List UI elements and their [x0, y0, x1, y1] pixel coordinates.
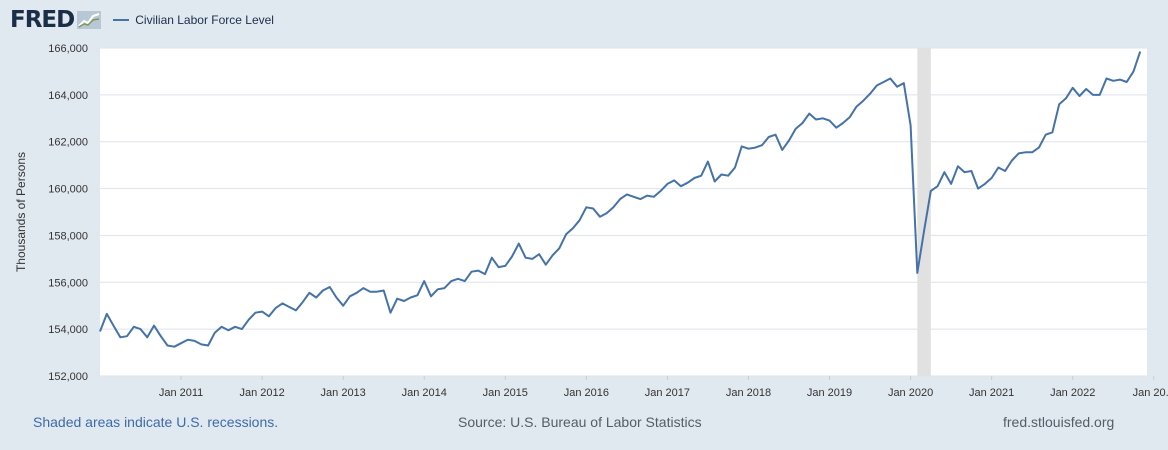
x-tick-label: Jan 2019	[807, 387, 852, 399]
y-tick-label: 158,000	[48, 230, 88, 242]
x-tick-label: Jan 2021	[969, 387, 1014, 399]
x-tick-label: Jan 2013	[321, 387, 366, 399]
x-tick-label: Jan 2022	[1050, 387, 1095, 399]
x-tick-label: Jan 2017	[645, 387, 690, 399]
x-axis-ticks: Jan 2011 Jan 2012 Jan 2013 Jan 2014 Jan 2015…	[159, 376, 1168, 399]
x-tick-label: Jan 2011	[159, 387, 203, 399]
chart-header: FRED Civilian Labor Force Level	[10, 6, 274, 34]
y-tick-label: 166,000	[48, 43, 88, 55]
y-tick-label: 156,000	[48, 277, 88, 289]
y-tick-label: 154,000	[48, 324, 88, 336]
y-tick-label: 152,000	[48, 371, 88, 383]
source-note: Source: U.S. Bureau of Labor Statistics	[458, 414, 702, 430]
x-tick-label: Jan 2012	[239, 387, 284, 399]
recession-shading	[917, 48, 931, 376]
y-axis-ticks: 152,000 154,000 156,000 158,000 160,000 162,0…	[48, 43, 88, 383]
y-tick-label: 164,000	[48, 90, 88, 102]
x-tick-label: Jan 2018	[726, 387, 771, 399]
chart-legend: Civilian Labor Force Level	[113, 13, 274, 27]
legend-swatch	[113, 19, 130, 21]
series-layer	[99, 51, 1142, 348]
line-chart: 152,000 154,000 156,000 158,000 160,000 162,0…	[14, 43, 1168, 399]
fred-logo[interactable]: FRED	[10, 7, 102, 33]
x-tick-label: Jan 2015	[483, 387, 528, 399]
recession-band	[917, 48, 931, 376]
x-tick-label: Jan 20...	[1133, 387, 1168, 399]
legend-series-label: Civilian Labor Force Level	[135, 13, 274, 27]
plot-area	[100, 48, 1147, 376]
fred-logo-text: FRED	[10, 7, 75, 33]
recessions-note-link[interactable]: Shaded areas indicate U.S. recessions.	[33, 414, 279, 430]
chart-footer: Shaded areas indicate U.S. recessions. S…	[0, 414, 1168, 434]
fred-logo-graph-icon	[77, 11, 102, 29]
y-tick-label: 160,000	[48, 184, 88, 196]
y-gridlines	[100, 47, 1147, 377]
fred-site-link[interactable]: fred.stlouisfed.org	[1003, 414, 1115, 430]
y-tick-label: 162,000	[48, 137, 88, 149]
x-tick-label: Jan 2020	[888, 387, 933, 399]
y-axis-label: Thousands of Persons	[14, 152, 28, 272]
x-tick-label: Jan 2014	[402, 387, 447, 399]
x-tick-label: Jan 2016	[564, 387, 609, 399]
series-line[interactable]	[99, 51, 1142, 348]
